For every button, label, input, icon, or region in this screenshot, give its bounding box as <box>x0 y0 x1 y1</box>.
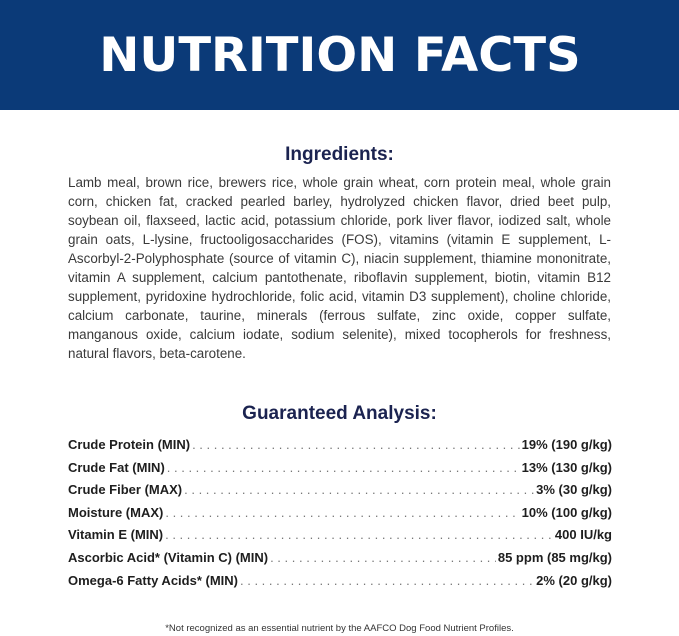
analysis-label: Omega-6 Fatty Acids* (MIN) <box>68 572 238 588</box>
analysis-row: Crude Fat (MIN) 13% (130 g/kg) <box>68 460 612 483</box>
analysis-value: 2% (20 g/kg) <box>536 572 612 588</box>
page-title: NUTRITION FACTS <box>98 27 581 83</box>
analysis-row: Omega-6 Fatty Acids* (MIN) 2% (20 g/kg) <box>68 573 612 596</box>
analysis-value: 19% (190 g/kg) <box>521 437 612 452</box>
analysis-label: Ascorbic Acid* (Vitamin C) (MIN) <box>68 549 269 565</box>
dot-leader <box>184 482 534 497</box>
analysis-row: Moisture (MAX) 10% (100 g/kg) <box>68 505 612 528</box>
dot-leader <box>192 437 520 452</box>
analysis-value: 85 ppm (85 mg/kg) <box>497 549 612 565</box>
dot-leader <box>165 527 553 542</box>
analysis-value: 10% (100 g/kg) <box>521 504 612 520</box>
ingredients-text: Lamb meal, brown rice, brewers rice, who… <box>68 175 611 361</box>
dot-leader <box>165 505 519 520</box>
ingredients-heading: Ingredients: <box>285 144 394 165</box>
dot-leader <box>167 460 520 475</box>
analysis-value: 400 IU/kg <box>554 527 612 543</box>
dot-leader <box>270 550 496 565</box>
analysis-row: Crude Fiber (MAX) 3% (30 g/kg) <box>68 482 612 505</box>
analysis-value: 13% (130 g/kg) <box>521 459 612 475</box>
analysis-label: Vitamin E (MIN) <box>68 527 164 543</box>
analysis-row: Vitamin E (MIN) 400 IU/kg <box>68 527 612 550</box>
analysis-row: Crude Protein (MIN) 19% (190 g/kg) <box>68 437 612 460</box>
analysis-label: Crude Fat (MIN) <box>68 459 165 475</box>
analysis-table: Crude Protein (MIN) 19% (190 g/kg) Crude … <box>68 437 612 595</box>
analysis-label: Crude Fiber (MAX) <box>68 482 183 498</box>
analysis-label: Crude Protein (MIN) <box>68 437 191 452</box>
analysis-label: Moisture (MAX) <box>68 504 164 520</box>
analysis-row: Ascorbic Acid* (Vitamin C) (MIN) 85 ppm (… <box>68 550 612 573</box>
title-banner: NUTRITION FACTS <box>0 0 679 110</box>
analysis-value: 3% (30 g/kg) <box>536 482 612 498</box>
footnote: *Not recognized as an essential nutrient… <box>165 623 514 634</box>
dot-leader <box>240 573 534 588</box>
guaranteed-analysis-heading: Guaranteed Analysis: <box>242 403 437 424</box>
